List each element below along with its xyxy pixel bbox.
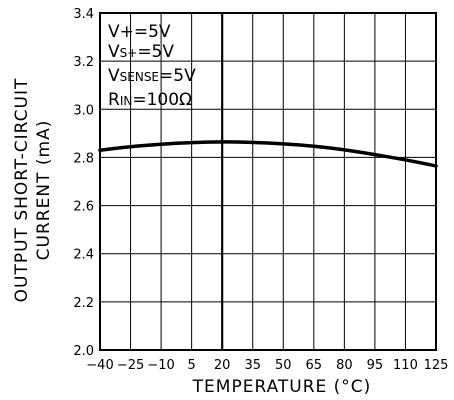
y-axis-title-line1: OUTPUT SHORT-CIRCUIT (12, 78, 32, 303)
x-tick-label: −40 (86, 358, 113, 373)
x-tick-label: 110 (393, 358, 418, 373)
x-tick-label: 35 (244, 358, 261, 373)
condition-box: V+=5V VS+=5V VSENSE=5V RIN=100Ω (108, 22, 196, 110)
x-tick-label: 20 (214, 358, 231, 373)
y-axis-title-line2: CURRENT (mA) (34, 120, 54, 261)
x-tick-label: −10 (147, 358, 174, 373)
x-tick-label: 65 (306, 358, 323, 373)
annotation-vsense: VSENSE=5V (108, 66, 196, 86)
y-tick-label: 2.6 (73, 200, 94, 215)
y-tick-label: 2.0 (73, 344, 94, 359)
x-tick-label: −25 (117, 358, 144, 373)
series-layer (98, 140, 438, 168)
x-tick-label: 125 (424, 358, 449, 373)
grid (99, 12, 437, 351)
y-tick-labels: 2.0 2.2 2.4 2.6 2.8 3.0 3.2 3.4 (73, 7, 94, 359)
y-tick-label: 2.2 (73, 296, 94, 311)
series-line (98, 140, 438, 168)
annotation-vplus: V+=5V (108, 22, 171, 42)
y-tick-label: 3.0 (73, 103, 94, 118)
x-tick-labels: −40 −25 −10 5 20 35 50 65 80 95 110 125 (86, 358, 448, 373)
x-axis-title: TEMPERATURE (°C) (192, 377, 372, 397)
x-tick-label: 80 (336, 358, 353, 373)
plot-frame (99, 12, 437, 351)
y-tick-label: 2.8 (73, 151, 94, 166)
annotation-vs: VS+=5V (108, 42, 174, 62)
x-tick-label: 50 (275, 358, 292, 373)
x-tick-label: 5 (187, 358, 195, 373)
plot-border (99, 12, 437, 351)
y-tick-label: 3.2 (73, 55, 94, 70)
annotation-rin: RIN=100Ω (108, 90, 192, 110)
x-tick-label: 95 (367, 358, 384, 373)
y-tick-label: 3.4 (73, 7, 94, 22)
y-tick-label: 2.4 (73, 248, 94, 263)
